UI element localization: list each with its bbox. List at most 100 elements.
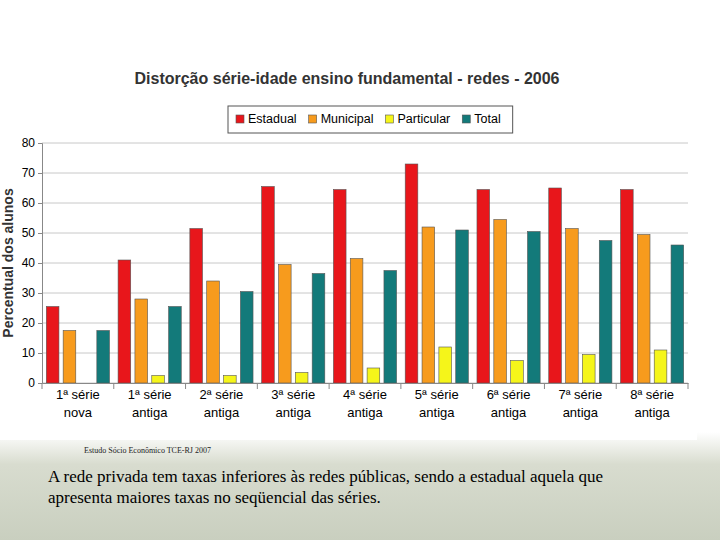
bar	[135, 299, 148, 383]
bar	[477, 190, 490, 384]
bar	[621, 190, 634, 384]
y-tick-label: 30	[22, 286, 36, 300]
x-tick: 8ª sérieantiga	[630, 383, 674, 420]
bar	[582, 355, 595, 384]
caption: A rede privada tem taxas inferiores às r…	[48, 466, 668, 508]
x-tick: 1ª sérieantiga	[128, 383, 172, 420]
category-separator	[257, 383, 258, 389]
series-bars	[46, 164, 633, 383]
bar	[169, 307, 182, 384]
series-bars	[63, 220, 650, 384]
legend: EstadualMunicipalParticularTotal	[228, 106, 513, 133]
y-tick: 0	[28, 376, 42, 390]
bar	[566, 229, 579, 384]
grid-line	[42, 143, 688, 144]
y-tick-label: 70	[22, 166, 36, 180]
legend-swatch	[385, 115, 393, 123]
y-tick-mark	[38, 173, 42, 174]
bar	[599, 241, 612, 384]
category-separator	[42, 383, 43, 389]
category-separator	[688, 383, 689, 389]
bar	[224, 376, 237, 384]
bar	[97, 331, 110, 384]
legend-swatch	[309, 115, 317, 123]
bar	[671, 245, 684, 383]
x-tick-label: 1ª sérieantiga	[128, 387, 172, 420]
x-tick-label: 2ª sérieantiga	[200, 387, 244, 420]
bar	[333, 190, 346, 384]
y-tick: 20	[22, 316, 42, 330]
legend-label: Municipal	[321, 112, 374, 126]
grid	[42, 143, 688, 383]
bar	[405, 164, 418, 383]
y-tick-mark	[38, 383, 42, 384]
y-tick-mark	[38, 263, 42, 264]
grid-line	[42, 263, 688, 264]
y-tick-label: 10	[22, 346, 36, 360]
x-tick-label: 5ª sérieantiga	[415, 387, 459, 420]
y-tick-label: 0	[28, 376, 35, 390]
bar	[295, 373, 308, 384]
series-bars	[152, 347, 667, 383]
bar	[367, 368, 380, 383]
legend-swatch	[462, 115, 470, 123]
y-tick: 80	[22, 136, 42, 150]
y-tick: 60	[22, 196, 42, 210]
y-axis-line	[38, 144, 43, 384]
grid-line	[42, 293, 688, 294]
x-tick: 5ª sérieantiga	[415, 383, 459, 420]
legend-label: Particular	[397, 112, 450, 126]
x-tick-label: 4ª sérieantiga	[343, 387, 387, 420]
y-tick-mark	[38, 143, 42, 144]
bar	[350, 259, 363, 384]
bar	[637, 235, 650, 384]
y-tick-label: 60	[22, 196, 36, 210]
x-tick-label: 1ª sérienova	[56, 387, 100, 420]
y-axis: 0 10 20 30 40 50 60 70 80	[22, 136, 43, 390]
y-tick: 40	[22, 256, 42, 270]
category-separator	[400, 383, 401, 389]
bar	[262, 187, 275, 384]
bar	[207, 281, 220, 383]
bar	[190, 229, 203, 384]
x-axis-line	[43, 383, 689, 384]
category-separator	[544, 383, 545, 389]
category-separator	[113, 383, 114, 389]
title: Distorção série-idade ensino fundamental…	[134, 70, 559, 87]
bar	[278, 265, 291, 384]
y-tick-mark	[38, 203, 42, 204]
series-bars	[97, 230, 684, 383]
y-tick-label: 50	[22, 226, 36, 240]
category-separator	[185, 383, 186, 389]
legend-label: Estadual	[248, 112, 297, 126]
x-tick-label: 6ª sérieantiga	[487, 387, 531, 420]
y-axis-title: Percentual dos alunos	[0, 188, 16, 338]
bar	[240, 292, 253, 384]
y-tick-label: 40	[22, 256, 36, 270]
legend-swatch	[236, 115, 244, 123]
chart-panel	[0, 62, 697, 440]
x-tick: 7ª sérieantiga	[558, 383, 602, 420]
x-tick: 1ª sérienova	[56, 383, 100, 420]
x-tick: 2ª sérieantiga	[200, 383, 244, 420]
grid-line	[42, 203, 688, 204]
x-tick: 4ª sérieantiga	[343, 383, 387, 420]
grid-line	[42, 173, 688, 174]
category-separators	[42, 383, 688, 389]
legend-box	[228, 106, 513, 133]
bar	[118, 260, 131, 383]
category-separator	[329, 383, 330, 389]
y-tick-label: 80	[22, 136, 36, 150]
bar	[549, 188, 562, 383]
category-separator	[616, 383, 617, 389]
x-tick-label: 7ª sérieantiga	[558, 387, 602, 420]
y-tick-mark	[38, 323, 42, 324]
bar	[494, 220, 507, 384]
y-tick-mark	[38, 233, 42, 234]
bar	[439, 347, 452, 383]
bar	[46, 307, 59, 384]
bar	[63, 331, 76, 384]
bars	[46, 164, 683, 383]
bar	[312, 274, 325, 384]
bar	[152, 376, 165, 384]
